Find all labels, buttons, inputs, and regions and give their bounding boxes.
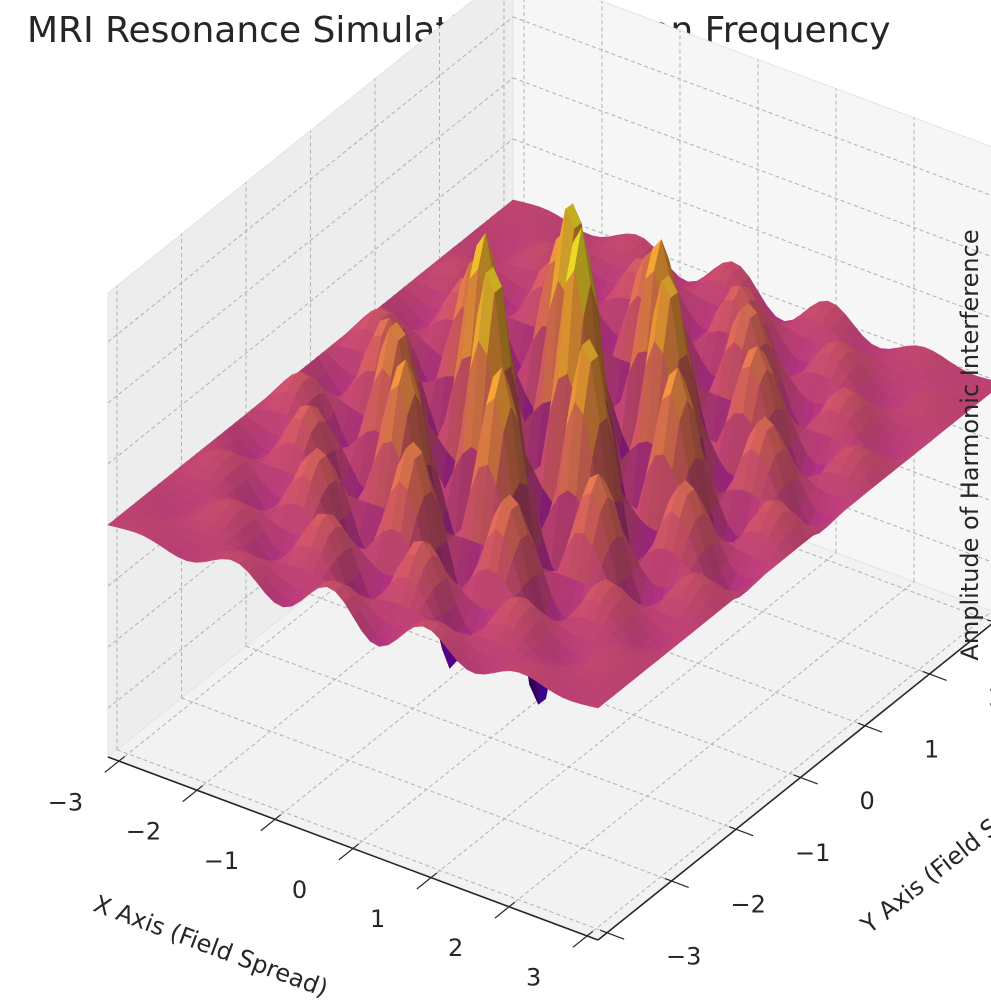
grid-line-back-z — [512, 138, 991, 318]
y-tick-label: −3 — [666, 942, 701, 970]
x-tick-label: 1 — [370, 905, 385, 933]
x-tick — [572, 930, 594, 948]
grid-line-side-z — [107, 77, 514, 404]
surface-facet — [588, 699, 606, 709]
x-tick-label: 0 — [292, 876, 307, 904]
tick-labels: −3−2−10123−3−2−10123−0.75−0.50−0.250.000… — [48, 684, 991, 992]
x-tick — [182, 785, 203, 803]
y-tick-label: 0 — [860, 787, 875, 815]
x-tick — [416, 872, 438, 890]
y-axis-label: Y Axis (Field Spread) — [855, 764, 991, 940]
grid-line-back-z — [512, 16, 991, 196]
x-tick-label: −3 — [48, 789, 83, 817]
y-tick-label: −1 — [795, 839, 830, 867]
y-tick — [599, 929, 625, 940]
y-tick-label: 2 — [989, 684, 991, 712]
x-tick-label: 3 — [526, 963, 541, 991]
surface-facet — [986, 383, 991, 388]
x-tick — [260, 814, 282, 832]
y-tick — [922, 670, 947, 681]
grid-line-side-z — [107, 16, 514, 343]
grid-line-side-z — [107, 138, 514, 465]
x-tick — [338, 843, 360, 861]
y-tick — [728, 826, 754, 837]
y-tick-label: 1 — [924, 735, 939, 763]
x-tick-label: −2 — [126, 818, 161, 846]
x-axis-label: X Axis (Field Spread) — [90, 890, 332, 1000]
axis-lines — [104, 619, 991, 948]
surface-mesh — [107, 199, 991, 709]
y-tick-label: −2 — [731, 891, 766, 919]
x-tick — [104, 756, 125, 773]
x-tick — [494, 901, 516, 919]
grid-line-back-z — [512, 77, 991, 257]
y-tick — [857, 722, 883, 733]
x-tick-label: −1 — [204, 847, 239, 875]
grid-line-floor-x — [118, 435, 525, 762]
y-tick — [793, 774, 818, 785]
z-axis-label: Amplitude of Harmonic Interference — [956, 229, 984, 660]
grid-line-floor-y — [245, 645, 737, 830]
y-tick — [664, 877, 689, 888]
grid-line-floor-y — [116, 749, 608, 934]
x-tick-label: 2 — [448, 934, 463, 962]
grid-line-floor-y — [181, 697, 672, 882]
